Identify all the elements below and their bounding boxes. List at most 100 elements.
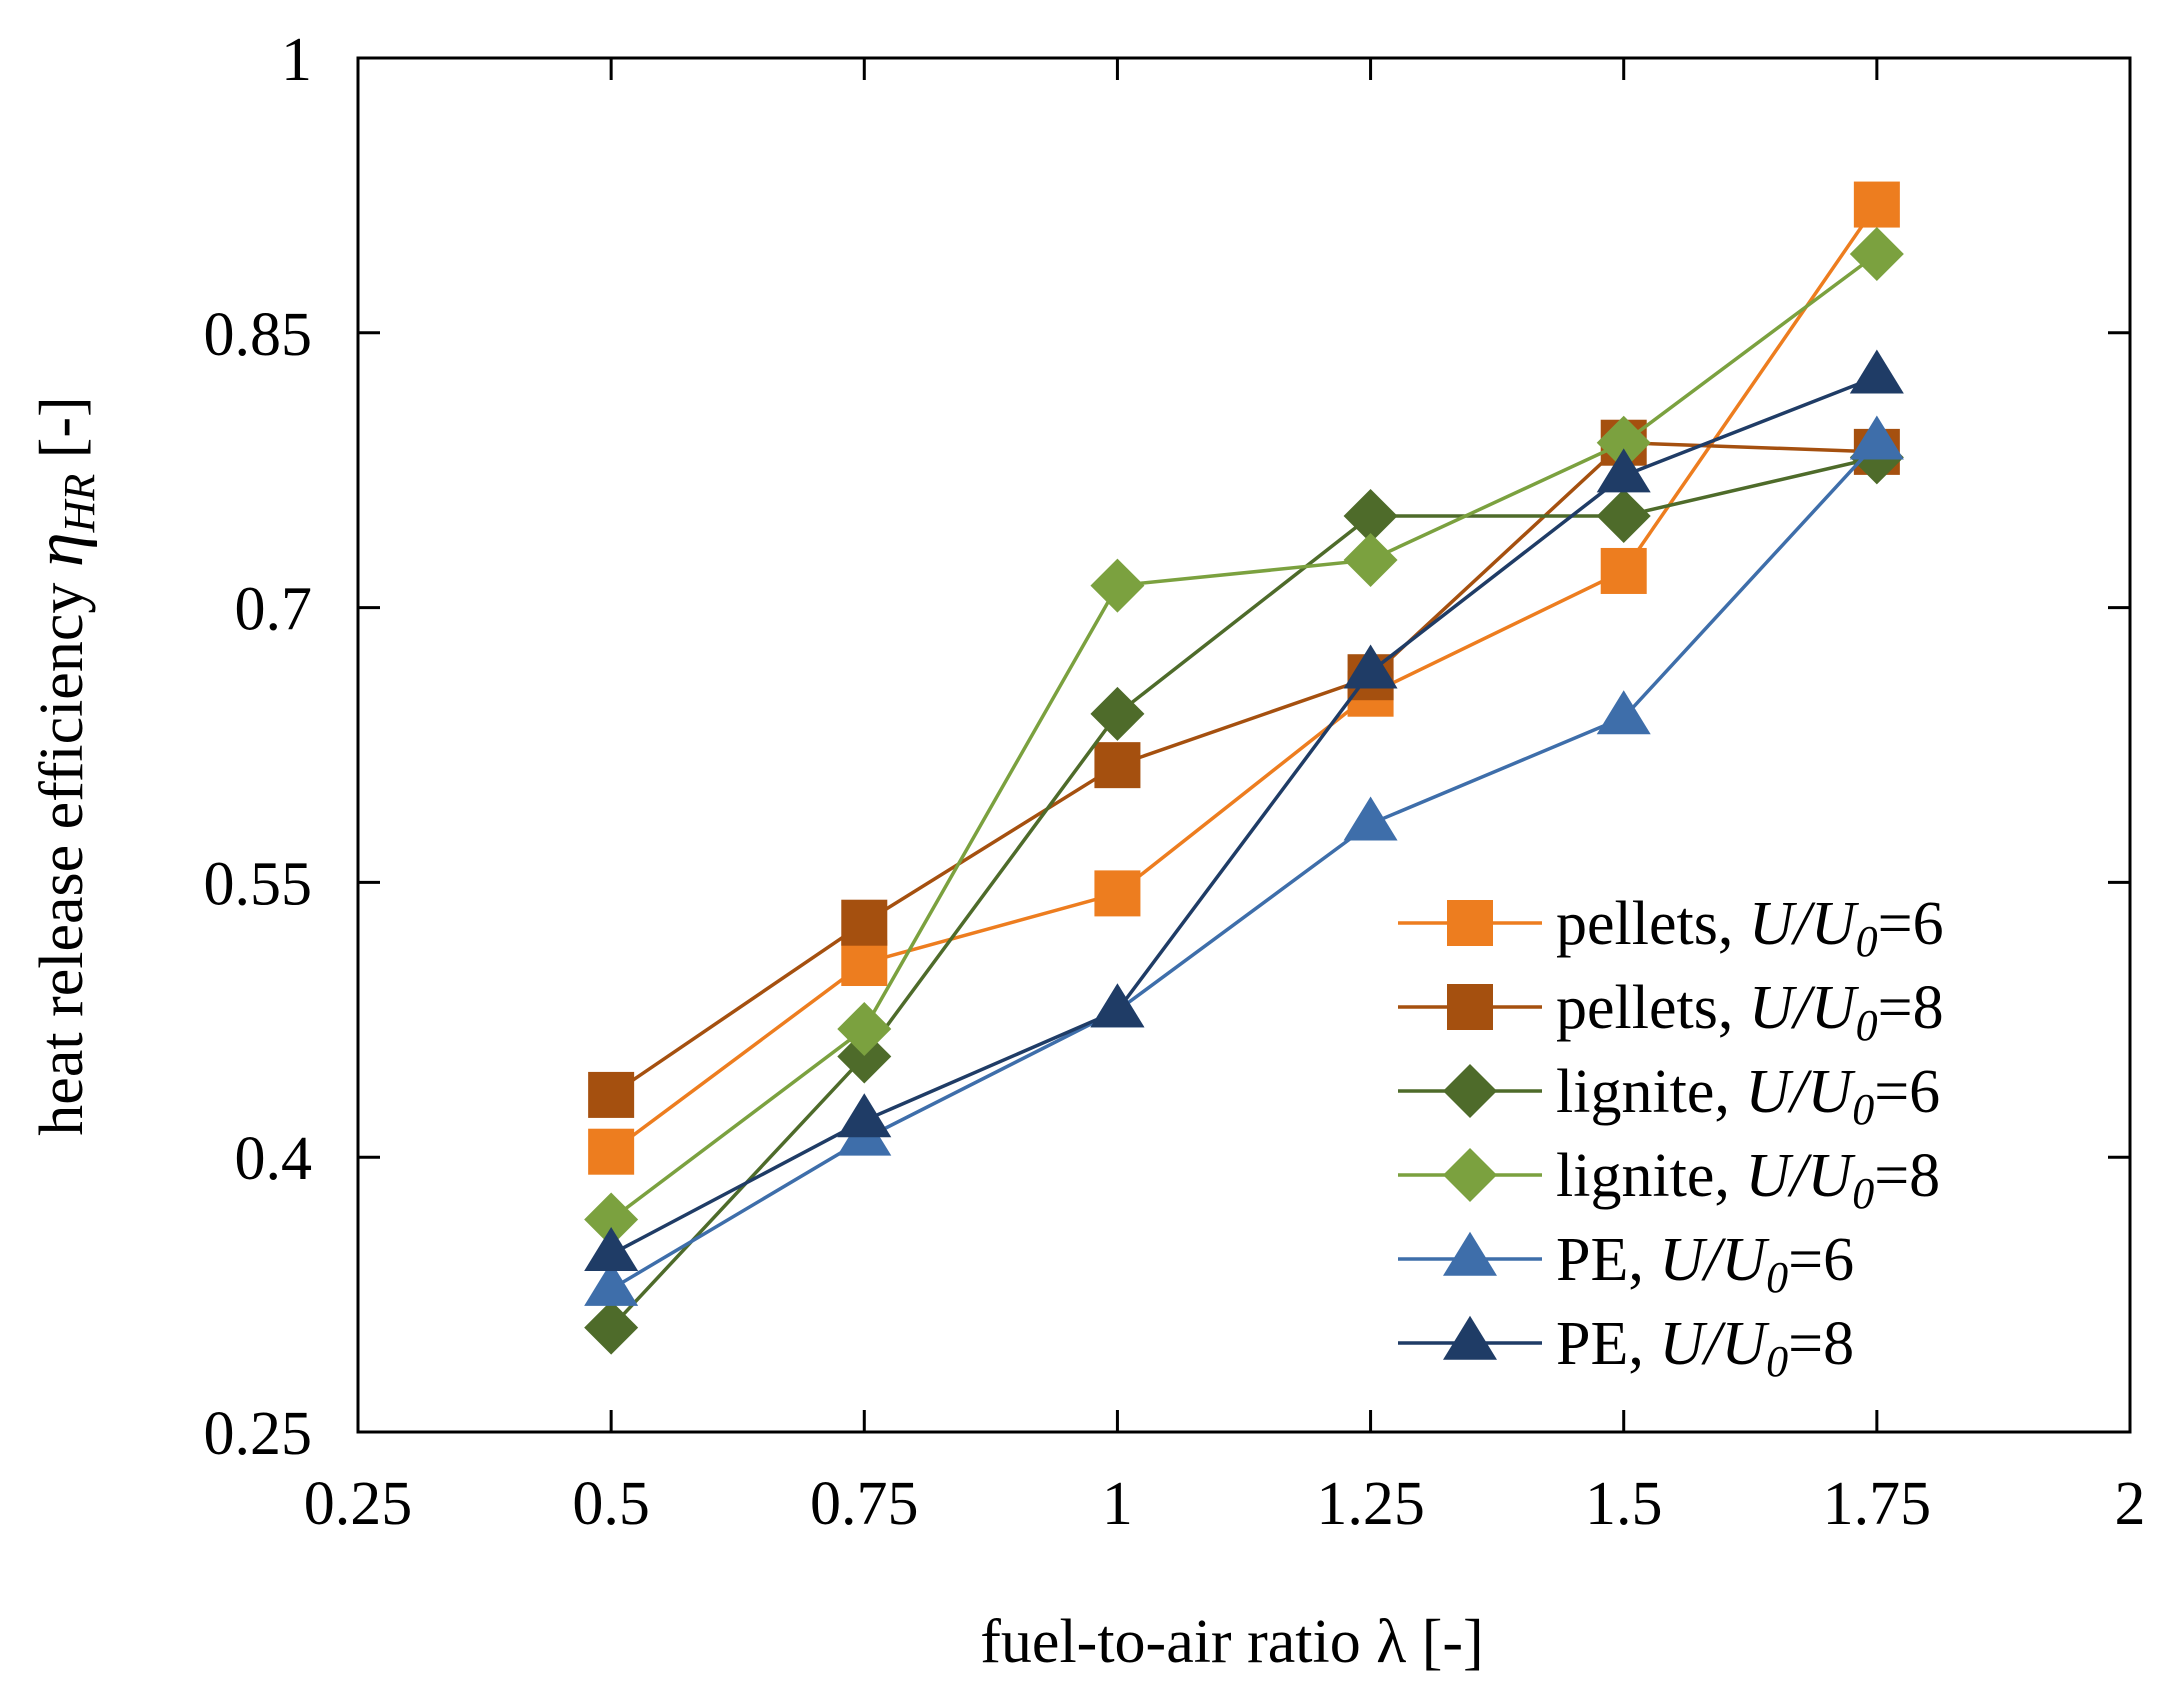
x-tick-label: 1.5 (1585, 1470, 1663, 1538)
legend-item: lignite, U/U0=6 (1398, 1058, 1940, 1134)
data-point (1600, 547, 1647, 594)
legend-label-math: U/U (1745, 1142, 1856, 1210)
data-point (1090, 983, 1145, 1028)
series-3 (584, 227, 1904, 1247)
y-axis-label: heat release efficiency ηHR [-] (21, 396, 104, 1135)
y-tick-label: 0.7 (235, 576, 313, 644)
y-tick-label: 0.4 (235, 1125, 313, 1193)
series-line (610, 441, 1879, 1291)
y-tick-labels: 0.25 0.4 0.55 0.7 0.85 1 (204, 26, 313, 1468)
legend-marker (1443, 1064, 1497, 1118)
legend-item: pellets, U/U0=8 (1398, 974, 1944, 1050)
data-point (1849, 349, 1904, 394)
data-point (1596, 448, 1651, 493)
data-point (1090, 686, 1145, 741)
legend-label-sub: 0 (1766, 1253, 1788, 1302)
y-tick-label: 0.55 (204, 850, 313, 918)
series-line (609, 455, 1878, 1329)
x-axis-label: fuel-to-air ratio λ [-] (980, 1608, 1483, 1676)
legend-label: pellets, U/U0=6 (1556, 890, 1944, 966)
data-point (1596, 415, 1651, 470)
plot-border (356, 56, 2132, 1434)
legend-label-name: PE, (1556, 1226, 1659, 1294)
legend-item: PE, U/U0=6 (1398, 1226, 1854, 1302)
legend-label-math: U/U (1749, 974, 1860, 1042)
legend-label-name: pellets, (1556, 890, 1749, 958)
legend-label: PE, U/U0=8 (1556, 1310, 1854, 1386)
series-line (610, 375, 1878, 1256)
y-axis-label-symbol: η (21, 532, 98, 567)
data-point (1596, 690, 1651, 735)
data-point (1849, 227, 1904, 282)
legend-label-math: U/U (1749, 890, 1860, 958)
legend-label-value: =8 (1874, 1142, 1940, 1210)
plot-area (356, 56, 2132, 1434)
legend-label: lignite, U/U0=6 (1556, 1058, 1940, 1134)
y-axis-label-prefix: heat release efficiency (28, 567, 96, 1136)
data-point (1343, 644, 1398, 689)
series-4 (584, 415, 1904, 1306)
legend-item: pellets, U/U0=6 (1398, 890, 1944, 966)
legend-label-name: lignite, (1556, 1058, 1745, 1126)
legend-label-sub: 0 (1852, 1085, 1874, 1134)
data-point (1094, 742, 1141, 789)
x-tick-labels: 0.25 0.5 0.75 1 1.25 1.5 1.75 2 (304, 1470, 2146, 1538)
data-point (1596, 489, 1651, 543)
data-point (1343, 796, 1398, 841)
data-point (584, 1300, 639, 1355)
y-axis-label-suffix: [-] (28, 396, 96, 473)
data-point (588, 1128, 635, 1175)
legend-label-value: =6 (1788, 1226, 1854, 1294)
series-line (610, 252, 1878, 1221)
y-axis-label-subscript: HR (55, 474, 104, 534)
legend-label-value: =6 (1878, 890, 1944, 958)
data-point (1343, 489, 1398, 543)
legend-label-math: U/U (1659, 1310, 1770, 1378)
x-tick-label: 0.75 (810, 1470, 919, 1538)
data-point (1343, 532, 1398, 587)
series-layer (584, 181, 1904, 1355)
data-point (837, 1093, 892, 1138)
y-tick-label: 0.85 (204, 301, 313, 369)
x-tick-label: 0.5 (572, 1470, 650, 1538)
data-point (588, 1071, 635, 1118)
axis-ticks (356, 56, 2132, 1434)
data-point (1094, 870, 1141, 917)
legend-label-sub: 0 (1766, 1337, 1788, 1386)
data-point (584, 1261, 639, 1306)
legend-item: lignite, U/U0=8 (1398, 1142, 1940, 1218)
legend-label-sub: 0 (1856, 917, 1878, 966)
legend-label: PE, U/U0=6 (1556, 1226, 1854, 1302)
x-tick-label: 1 (1102, 1470, 1133, 1538)
legend-label-sub: 0 (1852, 1169, 1874, 1218)
data-point (1090, 558, 1145, 613)
legend-label-value: =8 (1788, 1310, 1854, 1378)
x-tick-label: 1.25 (1316, 1470, 1425, 1538)
legend-marker (1443, 1231, 1497, 1276)
legend-label-name: pellets, (1556, 974, 1749, 1042)
x-tick-label: 1.75 (1823, 1470, 1932, 1538)
legend-label-value: =6 (1874, 1058, 1940, 1126)
y-tick-label: 1 (281, 26, 312, 94)
legend-marker (1443, 1148, 1497, 1202)
legend-marker (1447, 984, 1493, 1030)
series-line (610, 440, 1877, 1097)
data-point (837, 1029, 892, 1084)
legend-label-math: U/U (1659, 1226, 1770, 1294)
series-line (610, 203, 1879, 1154)
legend-label-name: lignite, (1556, 1142, 1745, 1210)
legend-label-math: U/U (1745, 1058, 1856, 1126)
x-tick-label: 0.25 (304, 1470, 413, 1538)
data-point (584, 1227, 639, 1272)
x-tick-label: 2 (2115, 1470, 2146, 1538)
legend-label: pellets, U/U0=8 (1556, 974, 1944, 1050)
legend-label-name: PE, (1556, 1310, 1659, 1378)
legend-label: lignite, U/U0=8 (1556, 1142, 1940, 1218)
legend-item: PE, U/U0=8 (1398, 1310, 1854, 1386)
legend-label-value: =8 (1878, 974, 1944, 1042)
legend-marker (1447, 900, 1493, 946)
data-point (1849, 415, 1904, 460)
series-5 (584, 349, 1904, 1272)
